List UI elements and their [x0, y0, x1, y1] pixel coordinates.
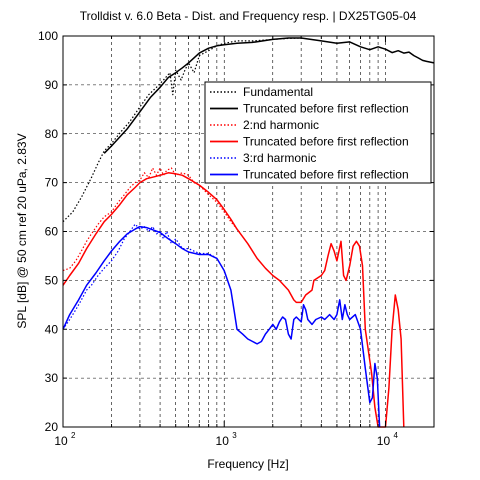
- curves: [62, 37, 435, 428]
- series-line-5-3-rd-harmonic: [62, 223, 218, 330]
- legend-label-1: Fundamental: [243, 85, 313, 99]
- x-ticks: 10 2 10 3 10 4: [54, 36, 398, 448]
- x-tick-label: 10: [377, 434, 391, 448]
- y-tick-label: 40: [45, 322, 59, 336]
- series-line-3-2-nd-harmonic: [62, 167, 238, 272]
- legend-box: [204, 81, 432, 184]
- x-tick-exponent: 2: [71, 431, 76, 440]
- y-axis-label: SPL [dB] @ 50 cm ref 20 uPa, 2.83V: [15, 133, 29, 328]
- y-tick-label: 100: [38, 29, 58, 43]
- legend-label-2: Truncated before first reflection: [243, 102, 409, 116]
- y-tick-label: 70: [45, 176, 59, 190]
- series-line-4-truncated-before-first-reflection: [62, 172, 405, 428]
- x-tick-label: 10: [216, 434, 230, 448]
- legend-label-4: Truncated before first reflection: [243, 135, 409, 149]
- y-tick-label: 50: [45, 273, 59, 287]
- x-tick-label: 10: [54, 434, 68, 448]
- series-line-6-truncated-before-first-reflection: [62, 225, 381, 428]
- y-tick-label: 90: [45, 78, 59, 92]
- x-tick-exponent: 4: [393, 431, 398, 440]
- y-tick-label: 20: [45, 420, 59, 434]
- series-line-2-truncated-before-first-reflection: [103, 37, 435, 154]
- legend-label-5: 3:rd harmonic: [243, 151, 316, 165]
- legend-label-6: Truncated before first reflection: [243, 168, 409, 182]
- x-tick-exponent: 3: [232, 431, 237, 440]
- y-tick-label: 80: [45, 127, 59, 141]
- legend-label-3: 2:nd harmonic: [243, 118, 319, 132]
- x-axis-label: Frequency [Hz]: [207, 457, 288, 471]
- series-line-1-fundamental: [62, 37, 302, 223]
- y-tick-label: 30: [45, 371, 59, 385]
- legend: Fundamental Truncated before first reflec…: [204, 81, 432, 184]
- y-tick-label: 60: [45, 225, 59, 239]
- y-ticks: 20 30 40 50 60 70 80 90 100: [38, 29, 434, 434]
- chart-title: Trolldist v. 6.0 Beta - Dist. and Freque…: [80, 9, 417, 23]
